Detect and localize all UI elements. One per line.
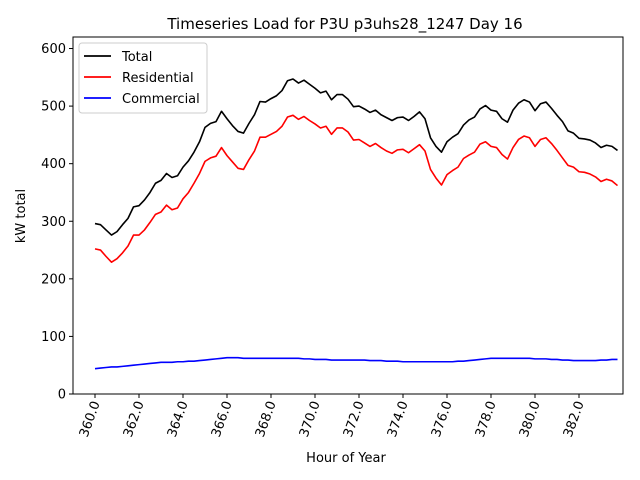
plot-lines [94,78,619,370]
series-line-residential [94,114,619,263]
x-tick-label: 378.0 [473,399,500,439]
y-tick-label: 500 [41,100,66,115]
y-tick-label: 600 [41,42,66,57]
x-tick-label: 366.0 [209,399,236,439]
y-axis-ticks: 0 100 200 300 400 500 600 [41,42,73,403]
y-tick-label: 200 [41,272,66,287]
x-axis-ticks: 360.0 362.0 364.0 366.0 368.0 370.0 372.0 374.0… [77,394,588,439]
y-tick-label: 0 [58,388,66,403]
x-tick-label: 372.0 [341,399,368,439]
legend-label-residential: Residential [122,71,194,86]
legend-label-total: Total [121,50,152,65]
x-tick-label: 368.0 [253,399,280,439]
x-tick-label: 382.0 [561,399,588,439]
x-tick-label: 380.0 [517,399,544,439]
x-tick-label: 362.0 [121,399,148,439]
legend-label-commercial: Commercial [122,92,200,107]
legend-box [78,42,208,114]
plot-frame [72,36,624,395]
x-tick-label: 376.0 [429,399,456,439]
legend: Total Residential Commercial [78,42,208,114]
series-line-total [94,78,618,236]
chart-title: Timeseries Load for P3U p3uhs28_1247 Day… [166,15,522,34]
x-tick-label: 370.0 [297,399,324,439]
series-line-commercial [94,356,618,370]
x-tick-label: 360.0 [77,399,104,439]
y-tick-label: 300 [41,215,66,230]
x-tick-label: 374.0 [385,399,412,439]
x-axis-label: Hour of Year [306,451,386,466]
y-tick-label: 400 [41,157,66,172]
x-tick-label: 364.0 [165,399,192,439]
y-axis-label: kW total [14,189,29,243]
y-tick-label: 100 [41,330,66,345]
